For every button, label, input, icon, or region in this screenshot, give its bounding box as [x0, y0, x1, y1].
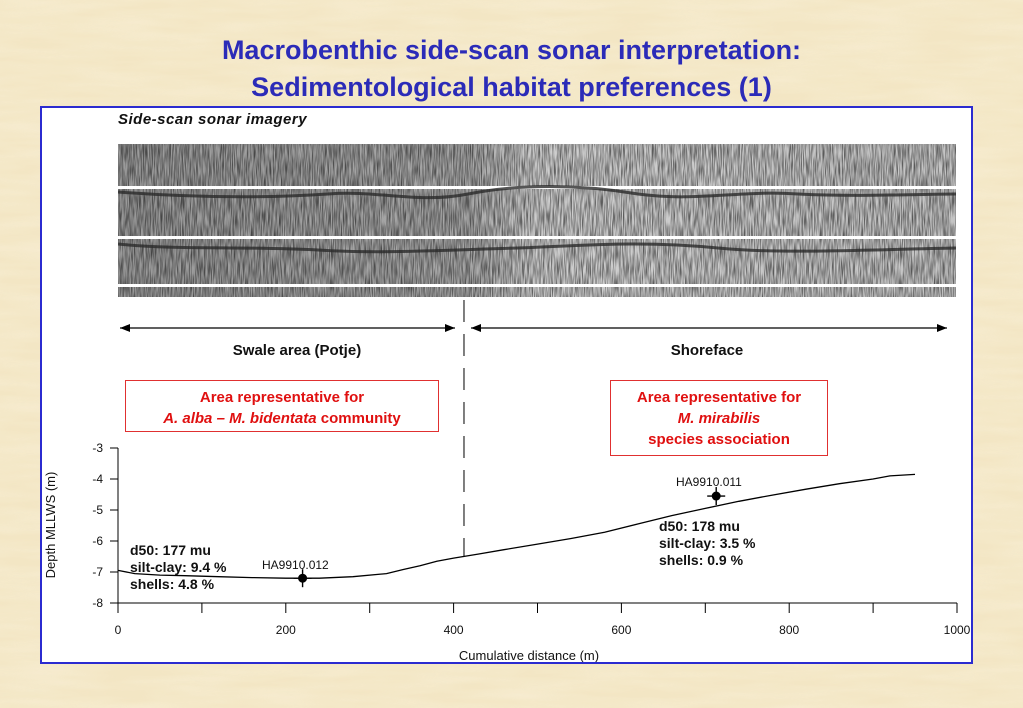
- right-callout-species: M. mirabilis: [677, 410, 761, 427]
- left-callout-line-2: A. alba – M. bidentata community: [126, 408, 438, 429]
- x-tick-label: 1000: [944, 623, 971, 637]
- left-callout-line-1: Area representative for: [199, 389, 365, 406]
- y-tick-label: -4: [92, 472, 103, 486]
- y-axis-title: Depth MLLWS (m): [43, 472, 58, 579]
- shoreface-label: Shoreface: [670, 342, 744, 359]
- left-silt-clay: silt-clay: 9.4 %: [130, 559, 227, 575]
- slide-title-line-2: Sedimentological habitat preferences (1): [251, 72, 772, 102]
- x-tick-label: 600: [611, 623, 631, 637]
- x-tick-label: 0: [115, 623, 122, 637]
- right-callout-line-3: species association: [648, 431, 790, 448]
- right-callout-line-2: M. mirabilis: [611, 408, 827, 429]
- x-tick-label: 800: [779, 623, 799, 637]
- y-tick-label: -7: [92, 565, 103, 579]
- left-callout-species: A. alba – M. bidentata: [163, 410, 317, 427]
- left-shells: shells: 4.8 %: [130, 576, 215, 592]
- slide-title-line-1: Macrobenthic side-scan sonar interpretat…: [221, 35, 802, 65]
- station-marker: [298, 573, 308, 583]
- right-community-callout: Area representative for M. mirabilis spe…: [610, 380, 828, 456]
- figure-frame: Side-scan sonar imagery: [40, 106, 973, 664]
- swale-area-label: Swale area (Potje): [232, 342, 362, 359]
- depth-profile-series: [117, 473, 916, 579]
- depth-profile-chart: -3 -4 -5 -6 -7 -8 0 200 400 600 800 1000 Depth MLL…: [43, 300, 971, 662]
- y-axis: -3 -4 -5 -6 -7 -8: [92, 441, 119, 610]
- right-d50: d50: 178 mu: [659, 518, 740, 534]
- right-callout-line-1: Area representative for: [636, 389, 802, 406]
- station-marker: [711, 491, 721, 501]
- left-station-stats: d50: 177 mu silt-clay: 9.4 % shells: 4.8…: [130, 542, 227, 593]
- left-callout-community: community: [316, 410, 401, 427]
- station-id-right: HA9910.011: [676, 475, 742, 489]
- y-tick-label: -3: [92, 441, 103, 455]
- right-silt-clay: silt-clay: 3.5 %: [659, 535, 756, 551]
- left-d50: d50: 177 mu: [130, 542, 211, 558]
- y-tick-label: -6: [92, 534, 103, 548]
- x-axis-title: Cumulative distance (m): [459, 648, 599, 662]
- station-markers: [293, 487, 726, 588]
- x-tick-label: 400: [444, 623, 464, 637]
- y-tick-label: -5: [92, 503, 103, 517]
- right-shells: shells: 0.9 %: [659, 552, 744, 568]
- region-arrows: [120, 324, 947, 332]
- y-tick-label: -8: [92, 596, 103, 610]
- x-tick-label: 200: [276, 623, 296, 637]
- station-id-left: HA9910.012: [262, 558, 329, 572]
- depth-profile-line: [117, 473, 916, 579]
- right-station-stats: d50: 178 mu silt-clay: 3.5 % shells: 0.9…: [659, 518, 756, 569]
- sonar-imagery-label: Side-scan sonar imagery: [118, 111, 308, 128]
- left-community-callout: Area representative for A. alba – M. bid…: [125, 380, 439, 432]
- sonar-image: [118, 144, 956, 297]
- x-axis: 0 200 400 600 800 1000: [115, 602, 971, 637]
